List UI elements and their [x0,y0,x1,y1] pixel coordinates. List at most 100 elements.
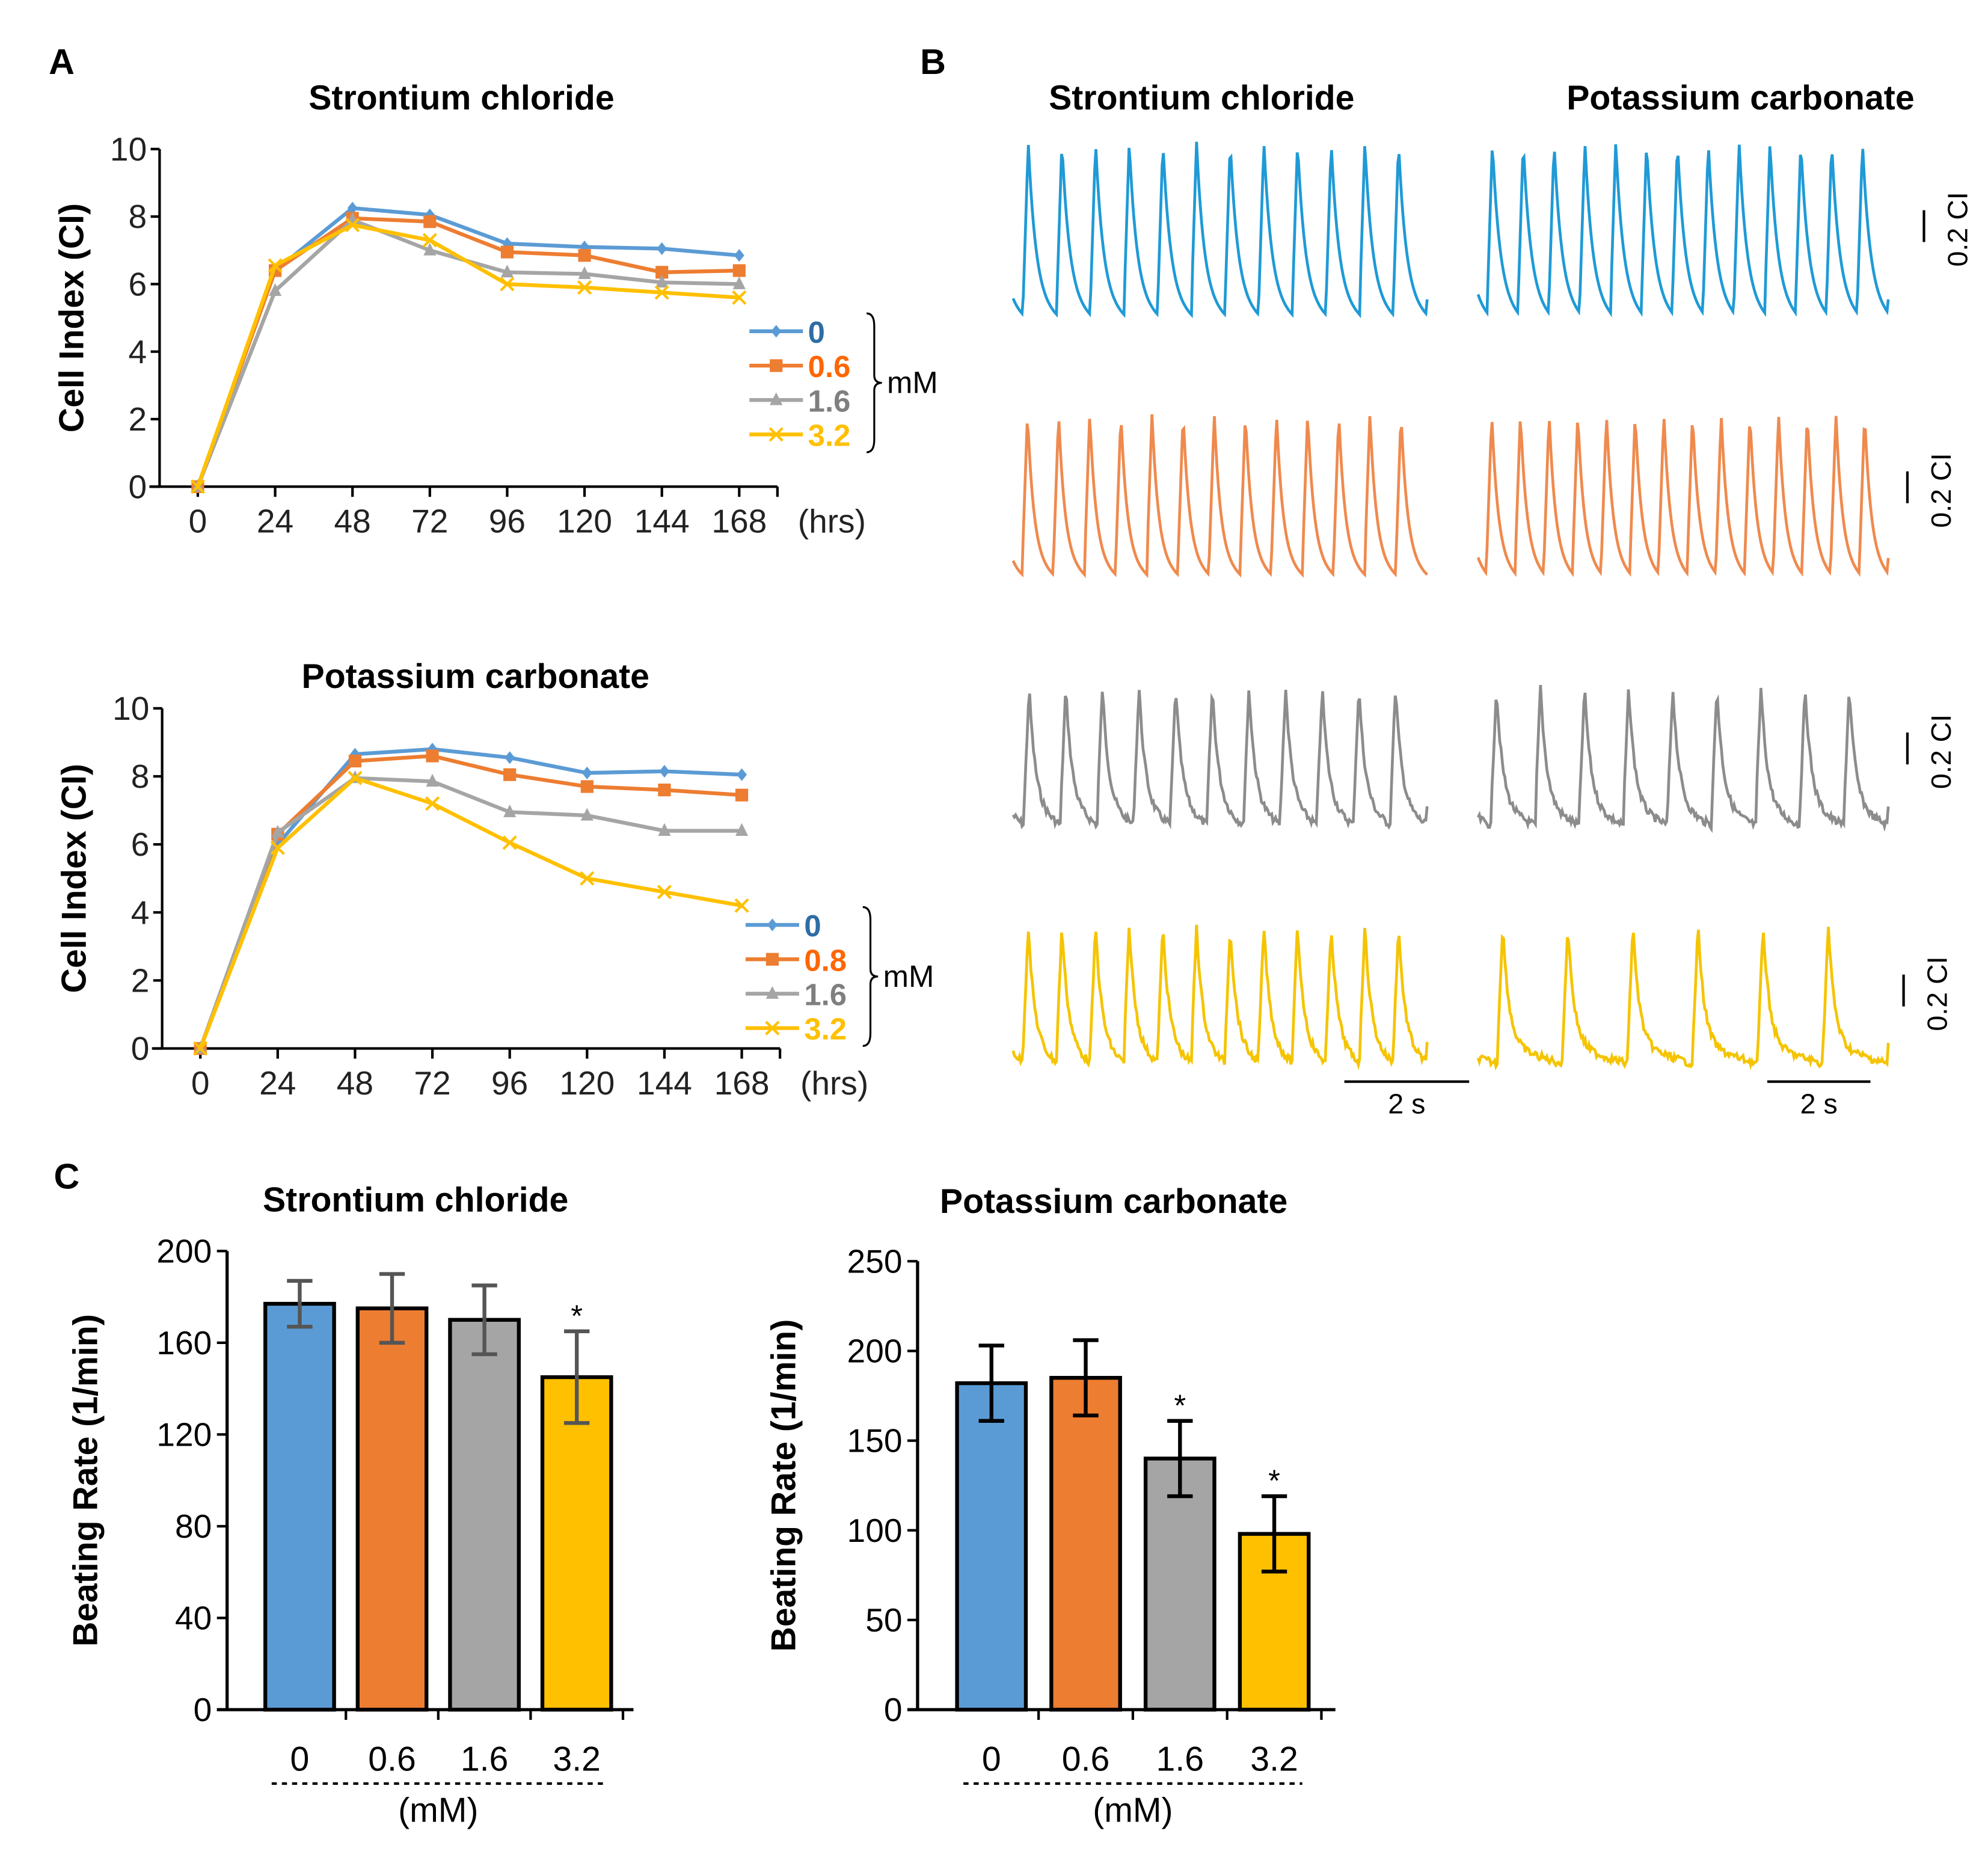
bar-chart-potassium: Potassium carbonate Beating Rate (1/min) 0… [765,1182,1336,1829]
series-line-0.6 [195,216,740,488]
chart-title: Potassium carbonate [302,657,649,696]
marker-diamond [737,768,747,781]
marker-diamond [767,918,778,932]
y-tick-label: 0 [129,468,147,505]
y-tick-label: 120 [156,1416,212,1453]
error-bar [564,1329,590,1425]
error-bar [471,1283,497,1357]
marker-x [577,280,592,295]
marker-square [503,768,517,781]
marker-triangle [765,986,779,999]
marker-x [657,885,672,900]
marker-x [348,770,363,785]
significance-star: * [1268,1464,1280,1498]
error-bar [287,1278,313,1329]
marker-triangle [578,266,591,280]
marker-square [655,266,669,279]
y-axis-label: Beating Rate (1/min) [67,1314,105,1647]
y-tick-label: 200 [847,1333,903,1370]
x-tick-label: 120 [559,1064,615,1102]
significance-star: * [1174,1388,1186,1422]
x-tick-label: 0.6 [1062,1740,1110,1779]
chart-title: Strontium chloride [263,1181,568,1220]
y-axis-label: Cell Index (CI) [52,203,91,432]
marker-square [426,749,439,763]
legend-brace [866,312,882,453]
y-tick-label: 10 [110,130,147,168]
x-tick-label: 72 [411,503,448,540]
marker-triangle [735,823,749,836]
bar-chart-strontium: Strontium chloride Beating Rate (1/min) 0 4… [67,1181,634,1829]
x-tick-label: 120 [557,503,612,540]
y-tick-label: 0 [131,1030,150,1067]
y-tick-label: 100 [847,1512,903,1549]
error-bar [379,1272,405,1345]
marker-square [735,788,749,802]
amplitude-scale-label: 0.2 CI [1922,956,1953,1031]
marker-x [345,218,360,233]
x-tick-label: 144 [637,1064,692,1102]
marker-x [580,871,595,886]
x-tick-label: 72 [414,1064,450,1102]
legend-unit: mM [883,959,934,993]
y-tick-label: 8 [129,198,147,235]
marker-triangle [500,265,514,278]
series-line-3.2 [198,776,743,1049]
series-line-1.6 [198,776,742,1049]
series-line-3.2 [195,223,740,488]
y-tick-label: 4 [131,894,150,931]
trace-row3-col2 [1476,684,1890,833]
legend-label: 3.2 [804,1012,847,1046]
marker-triangle [503,804,517,817]
panel-b-title-strontium: Strontium chloride [1049,79,1354,117]
marker-triangle [658,823,671,836]
error-bar [1167,1419,1193,1499]
marker-x [422,233,437,248]
marker-x [769,427,784,442]
marker-diamond [771,325,782,338]
series-line-0 [198,747,742,1049]
x-tick-label: 1.6 [1156,1740,1204,1779]
trace-row2-col1 [1011,414,1429,579]
x-tick-label: 96 [489,503,526,540]
bar-3.2 [540,1375,613,1712]
bar-1.6 [448,1318,521,1712]
y-tick-label: 0 [194,1691,212,1728]
marker-diamond [505,751,515,764]
chart-title: Potassium carbonate [940,1182,1287,1221]
marker-triangle [655,274,669,288]
x-tick-label: 0 [191,1064,210,1102]
legend-label: 0.8 [804,943,847,977]
y-tick-label: 250 [847,1242,903,1280]
error-bar [978,1343,1004,1423]
legend-label: 0.6 [808,349,851,384]
x-tick-label: 168 [711,503,767,540]
marker-triangle [423,242,437,256]
marker-diamond [581,766,592,779]
marker-x [270,840,285,855]
marker-square [500,245,514,259]
x-tick-label: 24 [259,1064,296,1102]
marker-x [190,479,206,494]
y-tick-label: 8 [131,758,150,795]
y-tick-label: 80 [175,1508,212,1545]
marker-square [348,754,362,768]
marker-diamond [657,242,667,256]
marker-x [734,898,749,913]
marker-square [658,784,671,797]
x-tick-label: 0.6 [368,1740,416,1779]
marker-x [500,277,515,292]
y-tick-label: 50 [865,1601,902,1639]
time-scale-label: 2 s [1800,1088,1838,1120]
x-axis-label: (mM) [1093,1791,1173,1829]
y-tick-label: 150 [847,1422,903,1459]
x-tick-label: 48 [337,1064,373,1102]
bar-0 [955,1381,1028,1712]
panel-label-a: A [49,41,75,82]
y-tick-label: 40 [175,1600,212,1637]
marker-square [770,359,783,372]
x-tick-label: 0 [982,1740,1001,1779]
legend-label: 1.6 [808,384,851,418]
